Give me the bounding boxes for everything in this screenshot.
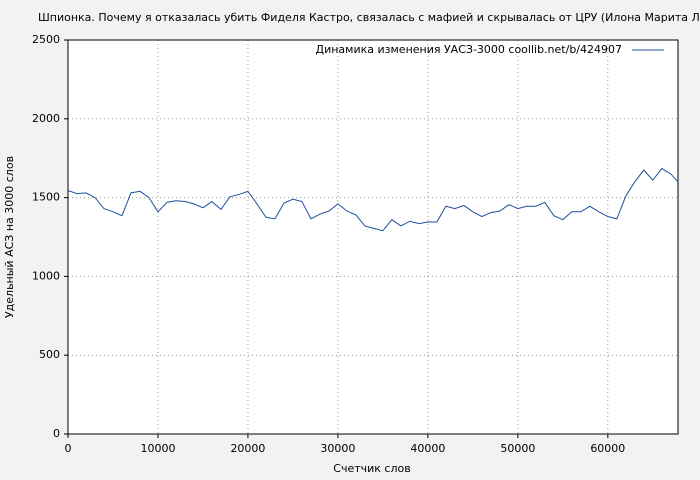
x-tick-label: 30000 bbox=[320, 442, 355, 455]
chart-title: Шпионка. Почему я отказалась убить Фидел… bbox=[38, 11, 700, 24]
y-tick-label: 500 bbox=[39, 348, 60, 361]
x-tick-label: 10000 bbox=[140, 442, 175, 455]
y-tick-label: 2500 bbox=[32, 33, 60, 46]
y-axis-label: Удельный АСЗ на 3000 слов bbox=[3, 156, 16, 318]
y-tick-label: 1500 bbox=[32, 191, 60, 204]
y-tick-label: 2000 bbox=[32, 112, 60, 125]
y-tick-label: 0 bbox=[53, 427, 60, 440]
data-line bbox=[67, 167, 679, 232]
plot-area bbox=[68, 40, 678, 434]
x-axis-label: Счетчик слов bbox=[333, 462, 410, 475]
legend-label: Динамика изменения УАСЗ-3000 coollib.net… bbox=[316, 43, 623, 56]
x-tick-label: 20000 bbox=[230, 442, 265, 455]
plot-frame bbox=[67, 39, 679, 435]
x-tick-label: 0 bbox=[65, 442, 72, 455]
x-tick-label: 40000 bbox=[410, 442, 445, 455]
x-tick-label: 60000 bbox=[590, 442, 625, 455]
x-tick-label: 50000 bbox=[500, 442, 535, 455]
y-tick-label: 1000 bbox=[32, 269, 60, 282]
